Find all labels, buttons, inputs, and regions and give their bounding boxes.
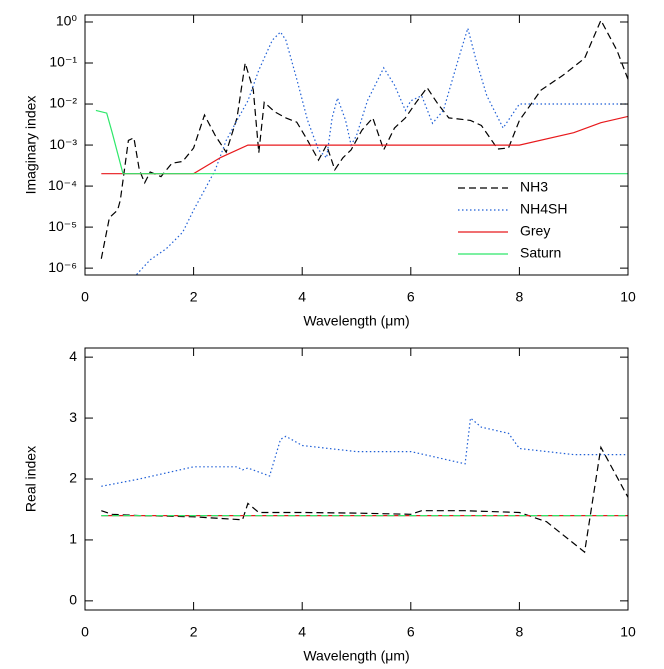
y-tick-label: 3 bbox=[69, 409, 77, 425]
x-tick-label: 4 bbox=[298, 289, 306, 305]
y-axis-title: Imaginary index bbox=[23, 96, 39, 195]
x-axis-title: Wavelength (μm) bbox=[303, 648, 409, 664]
series-line bbox=[136, 26, 628, 275]
x-tick-label: 6 bbox=[407, 624, 415, 640]
series-line bbox=[101, 115, 628, 175]
series-line bbox=[101, 445, 628, 554]
x-tick-label: 10 bbox=[620, 289, 636, 305]
y-tick-label: 0 bbox=[69, 592, 77, 608]
x-tick-label: 8 bbox=[516, 624, 524, 640]
x-tick-label: 8 bbox=[516, 289, 524, 305]
x-tick-label: 6 bbox=[407, 289, 415, 305]
y-tick-label: 10⁻⁵ bbox=[48, 218, 77, 234]
legend-label: NH4SH bbox=[520, 201, 567, 217]
y-tick-label: 4 bbox=[69, 348, 77, 364]
legend-label: NH3 bbox=[520, 179, 548, 195]
plot-frame bbox=[84, 347, 629, 611]
series-line bbox=[95, 109, 628, 175]
y-tick-label: 10⁻⁴ bbox=[48, 177, 77, 193]
y-tick-label: 10⁰ bbox=[56, 13, 78, 29]
y-tick-label: 10⁻³ bbox=[49, 136, 77, 152]
y-tick-label: 10⁻⁶ bbox=[48, 259, 77, 275]
x-tick-label: 10 bbox=[620, 624, 636, 640]
y-tick-label: 2 bbox=[69, 470, 77, 486]
legend-label: Saturn bbox=[520, 245, 561, 261]
y-tick-label: 10⁻² bbox=[49, 95, 77, 111]
legend-label: Grey bbox=[520, 223, 550, 239]
y-tick-label: 1 bbox=[69, 531, 77, 547]
y-axis-title: Real index bbox=[23, 446, 39, 512]
x-tick-label: 2 bbox=[190, 289, 198, 305]
x-tick-label: 0 bbox=[81, 624, 89, 640]
x-axis-title: Wavelength (μm) bbox=[303, 313, 409, 329]
x-tick-label: 0 bbox=[81, 289, 89, 305]
x-tick-label: 4 bbox=[298, 624, 306, 640]
x-tick-label: 2 bbox=[190, 624, 198, 640]
series-line bbox=[101, 416, 628, 487]
y-tick-label: 10⁻¹ bbox=[49, 54, 77, 70]
